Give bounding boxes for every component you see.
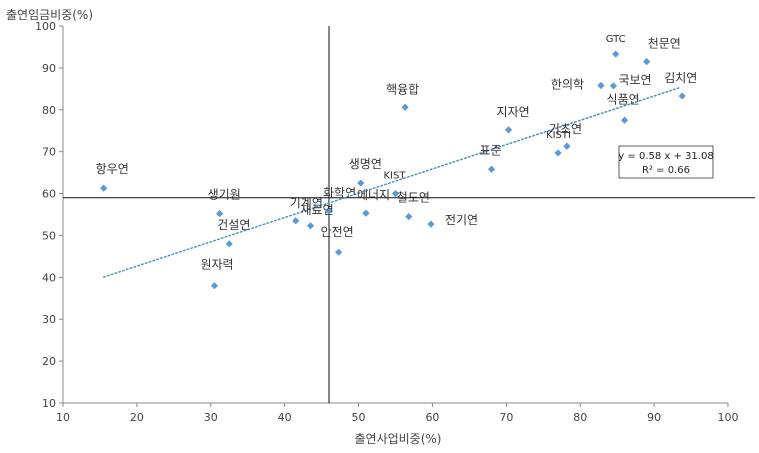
data-point [609,82,618,90]
point-label: 에너지 [357,188,390,202]
equation-text: y = 0.58 x + 31.08 [618,151,713,162]
x-tick-label: 80 [573,411,587,424]
point-label: 생명연 [349,157,382,171]
data-point [612,50,620,58]
data-point [597,81,605,90]
y-tick-label: 30 [42,313,56,326]
point-label: 안전연 [321,225,354,239]
point-label: 국보연 [618,73,651,87]
data-point [306,222,315,230]
y-tick-label: 80 [42,104,56,117]
point-label: 표준 [480,143,502,157]
tick-labels: 10 20 30 40 50 60 70 80 90 100 10 20 30 40 50 60 70 80 90 1… [35,20,739,424]
point-label: 기계연 [290,196,323,210]
equation-box-frame [618,145,714,179]
x-tick-label: 10 [56,411,70,424]
y-tick-label: 50 [42,229,56,242]
point-label: 식품연 [607,92,640,106]
trendline-group [102,86,681,278]
x-tick-label: 100 [718,411,739,424]
y-tick-label: 90 [42,62,56,75]
data-point [225,240,233,248]
data-point [100,184,108,192]
x-tick-label: 50 [352,411,366,424]
x-tick-label: 40 [278,411,292,424]
data-point [405,212,413,221]
point-label: 전기연 [445,213,478,227]
point-label: 건설연 [217,218,250,232]
x-tick-label: 20 [130,411,144,424]
y-tick-label: 40 [42,271,56,284]
data-point [401,103,409,111]
point-label: 천문연 [648,36,681,51]
point-label: 기초연 [549,122,582,136]
point-label: 재료연 [301,203,334,217]
data-point [620,116,629,124]
data-point [643,58,651,66]
y-tick-label: 10 [42,397,56,410]
data-points [100,50,686,290]
x-tick-label: 90 [647,411,661,424]
data-point [678,92,686,100]
point-label: 생기원 [208,188,241,202]
data-point [325,207,333,215]
point-label: 항우연 [96,162,129,176]
data-point [504,126,513,134]
data-point [292,217,300,225]
y-tick-label: 70 [42,146,56,159]
x-axis-title: 출연사업비중(%) [354,432,441,446]
data-point [362,209,370,217]
data-point [427,220,435,228]
x-tick-label: 60 [425,411,439,424]
equation-box: y = 0.58 x + 31.08 R² = 0.66 [618,145,714,179]
data-point [487,165,496,173]
y-axis-title: 출연임금비중(%) [6,8,93,22]
y-tick-label: 100 [35,20,56,33]
point-label: 김치연 [664,71,697,85]
data-point [210,282,219,290]
x-axis-label-group: 출연사업비중(%) [354,432,441,446]
data-point [563,142,571,150]
point-label: 화학연 [323,186,356,200]
data-point [335,248,343,256]
point-label: 철도연 [397,191,430,205]
x-tick-label: 70 [499,411,513,424]
data-point [391,189,400,198]
data-point [216,210,224,218]
data-point [357,179,365,187]
r-squared-text: R² = 0.66 [642,165,690,176]
point-label: 지자연 [497,105,530,119]
y-tick-label: 60 [42,188,56,201]
y-axis-label-group: 출연임금비중(%) [6,8,93,22]
trendline [102,86,681,278]
point-label: 한의학 [551,77,584,91]
x-tick-label: 30 [204,411,218,424]
point-label: KISTI [546,130,571,141]
point-label: KIST [384,171,407,182]
point-label: GTC [606,34,626,45]
data-point [554,149,562,157]
y-tick-label: 20 [42,355,56,368]
axes [59,25,729,407]
point-label: 핵융합 [386,82,419,96]
point-label: 원자력 [200,258,233,272]
